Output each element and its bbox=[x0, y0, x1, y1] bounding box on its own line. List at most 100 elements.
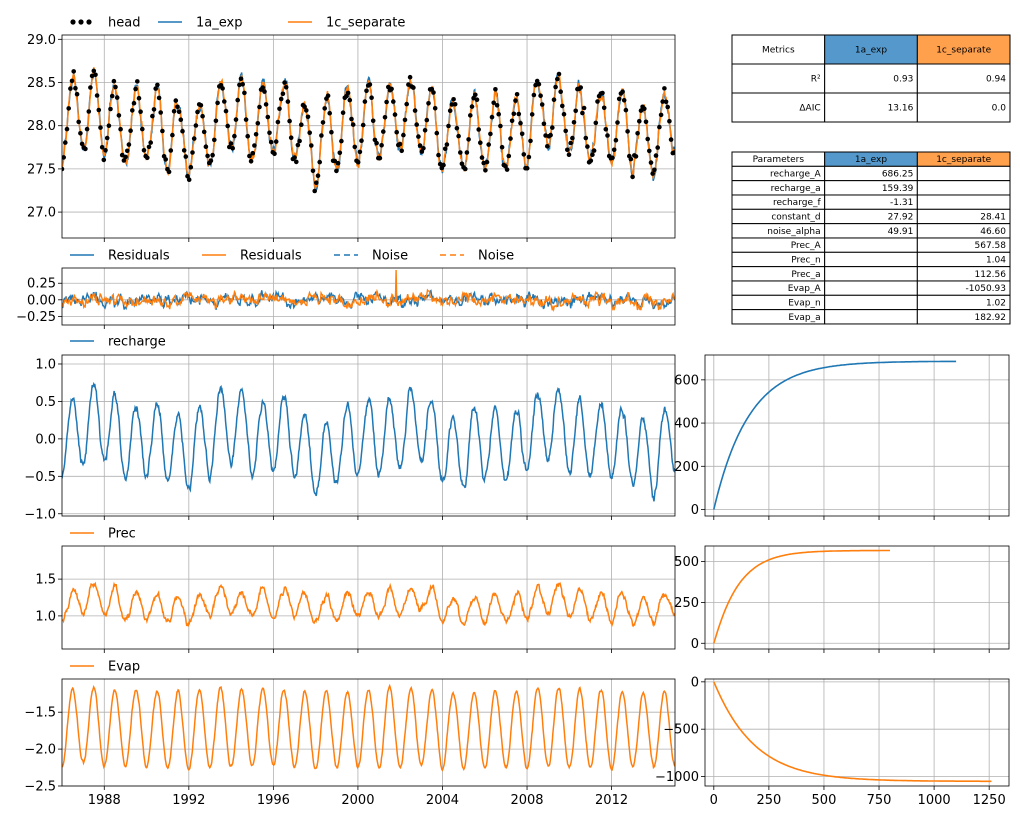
head-point bbox=[364, 88, 369, 94]
head-point bbox=[215, 100, 220, 106]
head-point bbox=[660, 99, 665, 104]
head-point bbox=[265, 114, 271, 120]
head-point bbox=[484, 159, 490, 165]
y-tick-label: −2.0 bbox=[24, 743, 56, 758]
legend-label: Noise bbox=[372, 249, 408, 264]
recharge-step-response-panel: 0 200 400 600 bbox=[674, 354, 1010, 520]
head-point bbox=[406, 82, 411, 87]
head-point bbox=[647, 148, 652, 154]
legend-label: Prec bbox=[108, 527, 136, 542]
head-point bbox=[253, 132, 259, 137]
evap-panel: 1988 1992 1996 2000 2004 2008 2012 −2.5 −2.0 −1.5… bbox=[24, 660, 676, 808]
head-point bbox=[603, 127, 609, 132]
head-point bbox=[294, 159, 299, 165]
head-point bbox=[263, 102, 269, 107]
residuals-1c_separate-line bbox=[62, 269, 675, 313]
head-point bbox=[476, 127, 482, 132]
head-point bbox=[62, 155, 66, 160]
head-point bbox=[536, 81, 542, 87]
head-point bbox=[650, 171, 655, 176]
head-point bbox=[186, 177, 192, 182]
head-point bbox=[478, 140, 483, 145]
head-point bbox=[128, 128, 133, 133]
head-point bbox=[322, 106, 328, 111]
head-point bbox=[541, 121, 547, 127]
table-cell bbox=[916, 194, 1011, 210]
head-point bbox=[436, 152, 441, 158]
table-cell bbox=[731, 63, 826, 94]
head-point bbox=[528, 138, 533, 144]
head-point bbox=[116, 113, 122, 118]
head-point bbox=[556, 71, 562, 77]
head-point bbox=[278, 96, 284, 102]
head-point bbox=[64, 126, 70, 132]
legend-label: Noise bbox=[478, 249, 514, 264]
table-cell-text: recharge_a bbox=[771, 184, 821, 194]
head-point bbox=[242, 90, 247, 96]
x-tick-label: 0 bbox=[710, 793, 718, 808]
head-point bbox=[429, 86, 435, 92]
head-point bbox=[188, 165, 194, 170]
table-header-label: 1c_separate bbox=[936, 46, 991, 56]
head-point bbox=[414, 122, 420, 127]
table-cell-text: Evap_a bbox=[788, 313, 820, 323]
legend-label: Residuals bbox=[108, 249, 170, 264]
legend-label: Residuals bbox=[240, 249, 302, 264]
head-point bbox=[277, 106, 282, 112]
head-panel: 27.0 27.5 28.0 28.5 29.0 head 1a_exp 1c_separat… bbox=[27, 16, 676, 242]
head-point bbox=[370, 118, 376, 124]
head-point bbox=[362, 99, 368, 104]
head-point bbox=[426, 101, 431, 106]
head-point bbox=[319, 133, 324, 138]
table-cell bbox=[824, 294, 918, 311]
head-point bbox=[225, 123, 230, 129]
head-point bbox=[488, 131, 493, 137]
head-point bbox=[545, 144, 550, 149]
head-point bbox=[539, 102, 545, 107]
head-point bbox=[136, 95, 142, 101]
head-point bbox=[135, 79, 140, 84]
head-point bbox=[463, 166, 468, 172]
head-point bbox=[210, 152, 215, 158]
table-cell-text: 0.0 bbox=[992, 104, 1007, 114]
head-point bbox=[248, 158, 254, 164]
head-point bbox=[235, 97, 240, 103]
head-point bbox=[130, 108, 135, 113]
y-tick-label: 0.25 bbox=[27, 277, 56, 292]
series-recharge-line bbox=[62, 381, 675, 502]
head-point bbox=[441, 162, 446, 168]
y-tick-label: 29.0 bbox=[27, 33, 56, 48]
x-tick-label: 1988 bbox=[88, 793, 121, 808]
head-point bbox=[68, 86, 73, 91]
table-cell bbox=[916, 180, 1011, 196]
head-point bbox=[620, 89, 625, 94]
head-point bbox=[580, 110, 585, 116]
head-point bbox=[240, 82, 245, 87]
head-point bbox=[302, 104, 307, 109]
table-cell-text: ΔAIC bbox=[799, 104, 820, 114]
head-point bbox=[335, 160, 341, 166]
head-point bbox=[305, 114, 311, 120]
head-point bbox=[76, 119, 81, 125]
head-observations bbox=[62, 68, 675, 194]
head-point bbox=[340, 110, 346, 115]
head-point bbox=[73, 85, 78, 91]
head-point bbox=[140, 126, 145, 132]
head-point bbox=[145, 155, 150, 161]
table-cell-text: 0.94 bbox=[986, 75, 1006, 85]
head-point bbox=[514, 92, 520, 97]
y-tick-label: 28.5 bbox=[27, 76, 56, 91]
head-point bbox=[431, 90, 436, 95]
head-point bbox=[150, 113, 155, 119]
head-point bbox=[479, 155, 485, 160]
table-header-cell bbox=[916, 34, 1011, 65]
head-point bbox=[464, 150, 470, 155]
head-point bbox=[213, 118, 219, 124]
head-point bbox=[190, 150, 195, 155]
head-point bbox=[62, 166, 65, 172]
table-cell-text: Prec_A bbox=[791, 241, 822, 251]
y-tick-label: 0.5 bbox=[35, 395, 56, 410]
head-point bbox=[526, 154, 532, 160]
prec-step-response-panel: 0 250 500 bbox=[674, 545, 1010, 653]
head-point bbox=[447, 108, 453, 113]
